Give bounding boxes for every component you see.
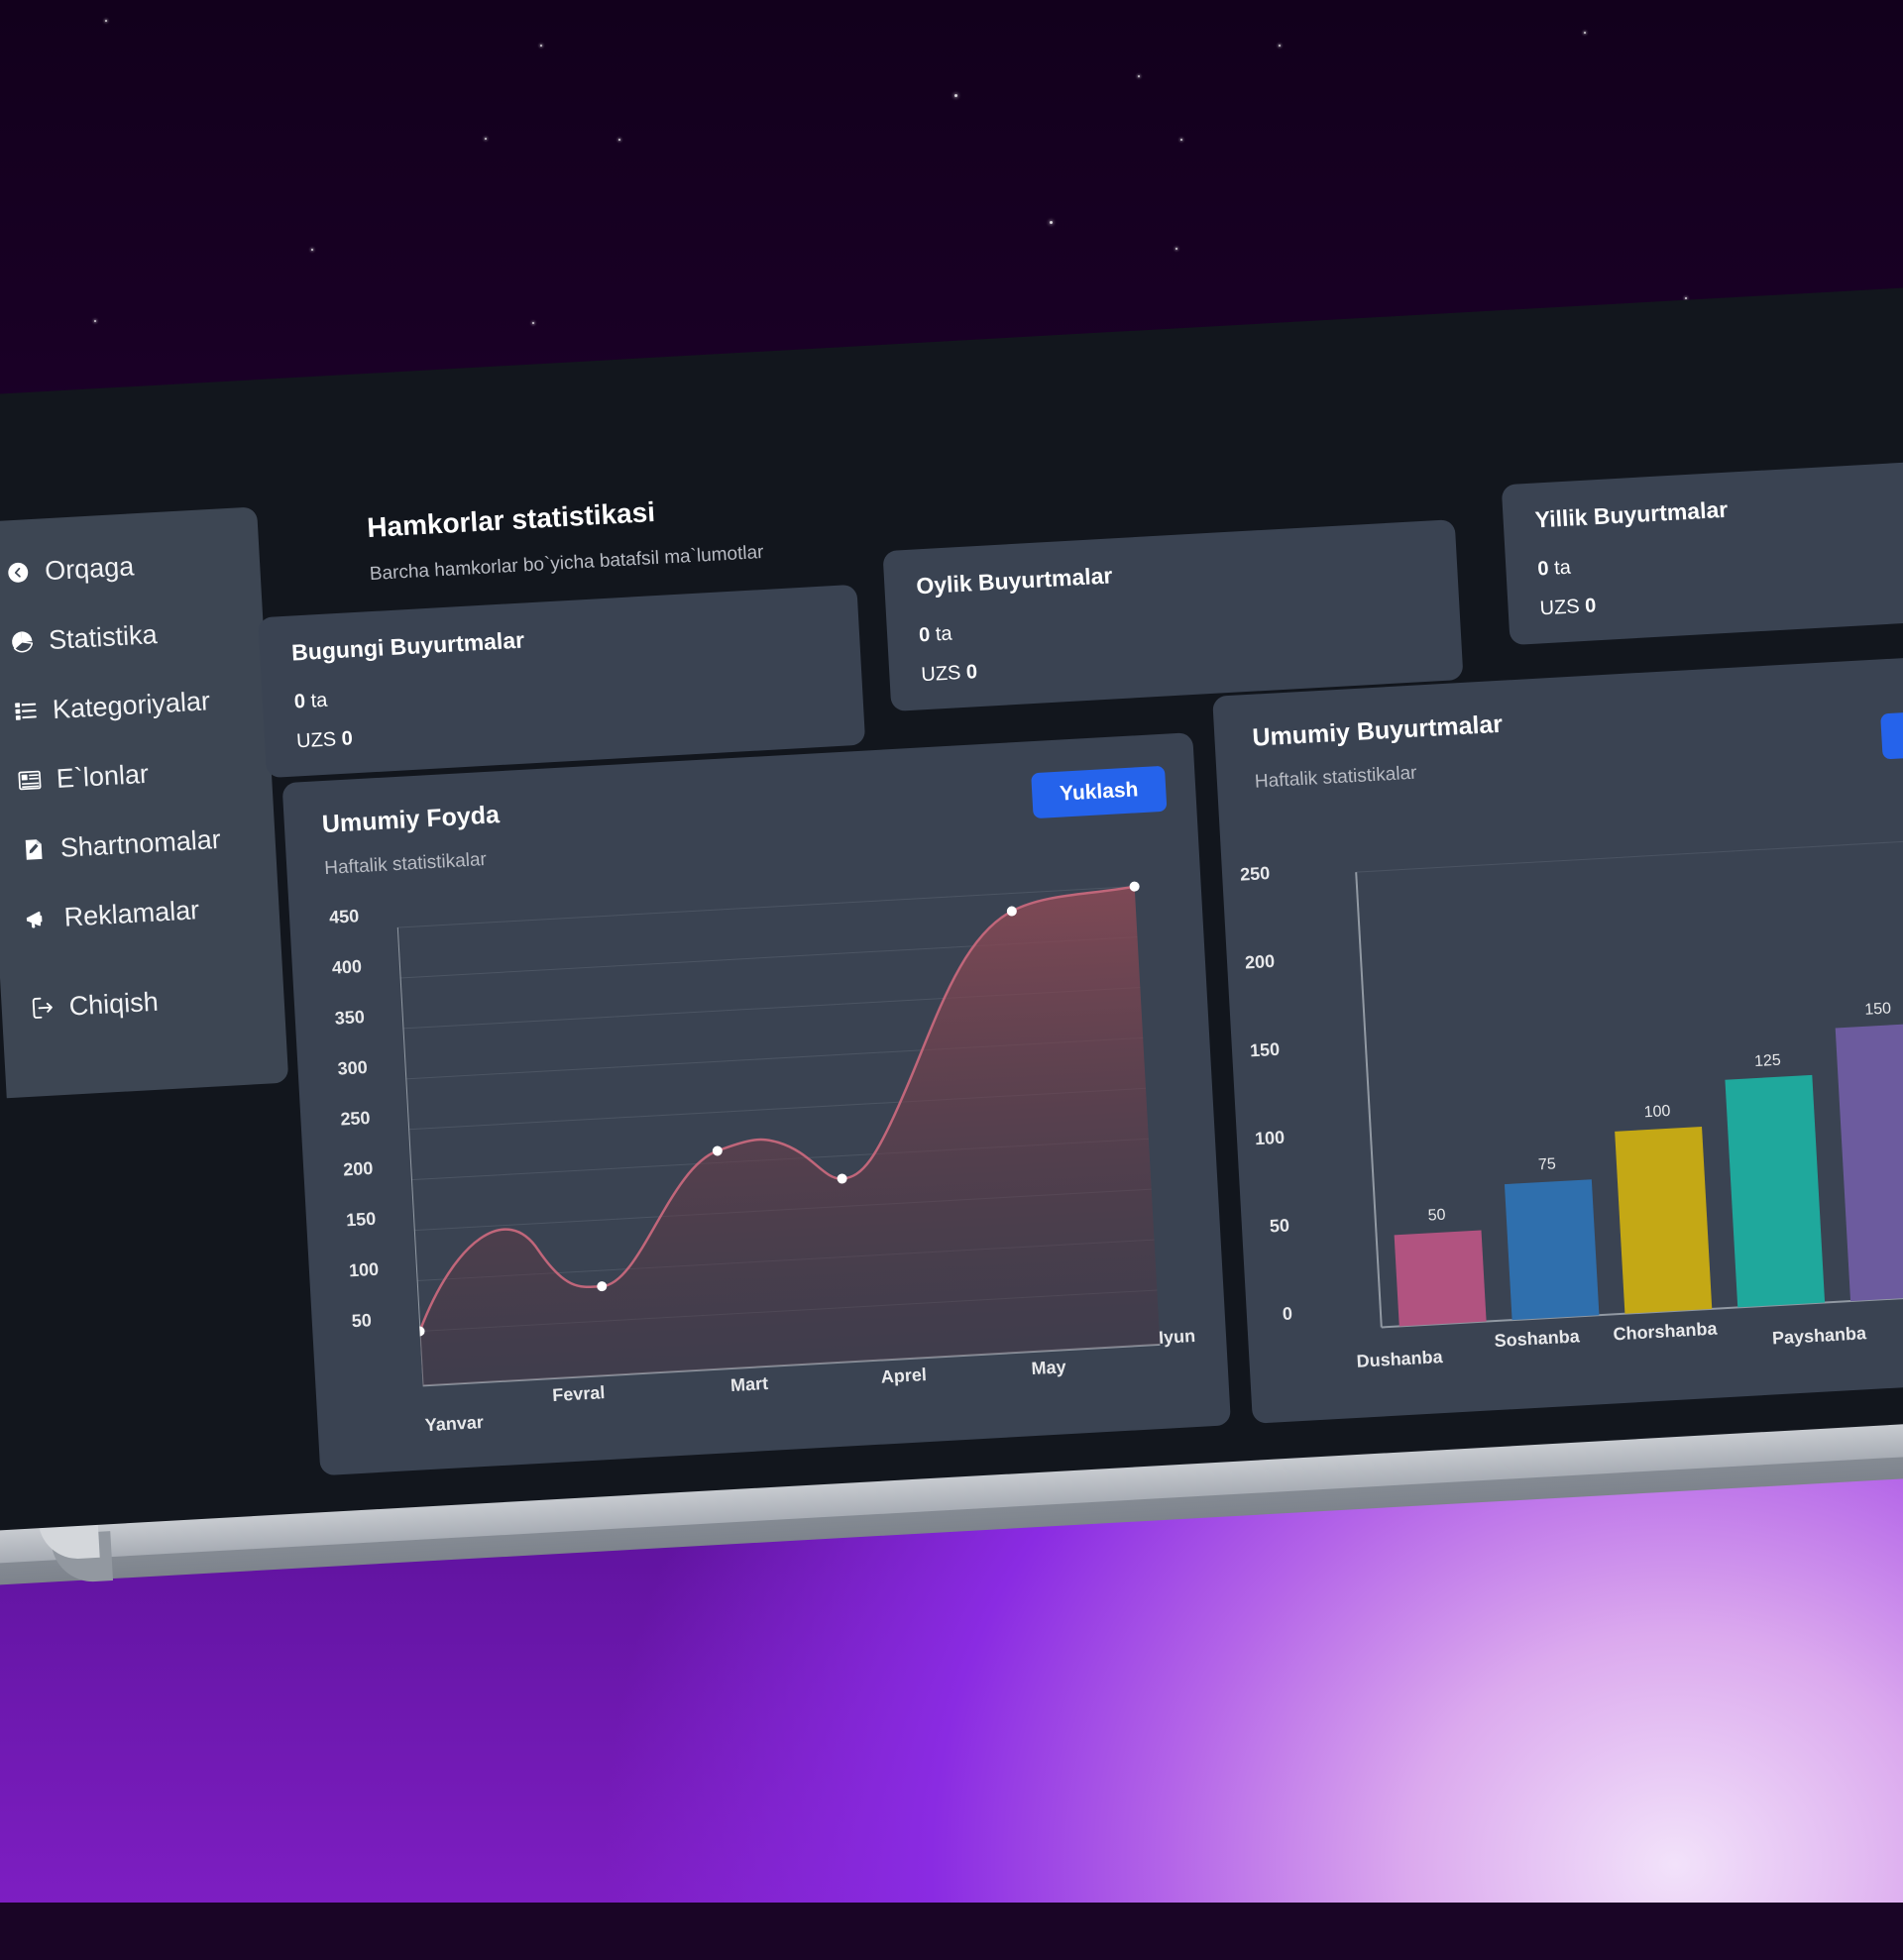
svg-text:125: 125 <box>1754 1052 1782 1070</box>
svg-text:75: 75 <box>1538 1155 1557 1173</box>
svg-text:50: 50 <box>1427 1207 1446 1225</box>
svg-text:150: 150 <box>1864 1000 1892 1018</box>
svg-text:100: 100 <box>1643 1103 1671 1121</box>
